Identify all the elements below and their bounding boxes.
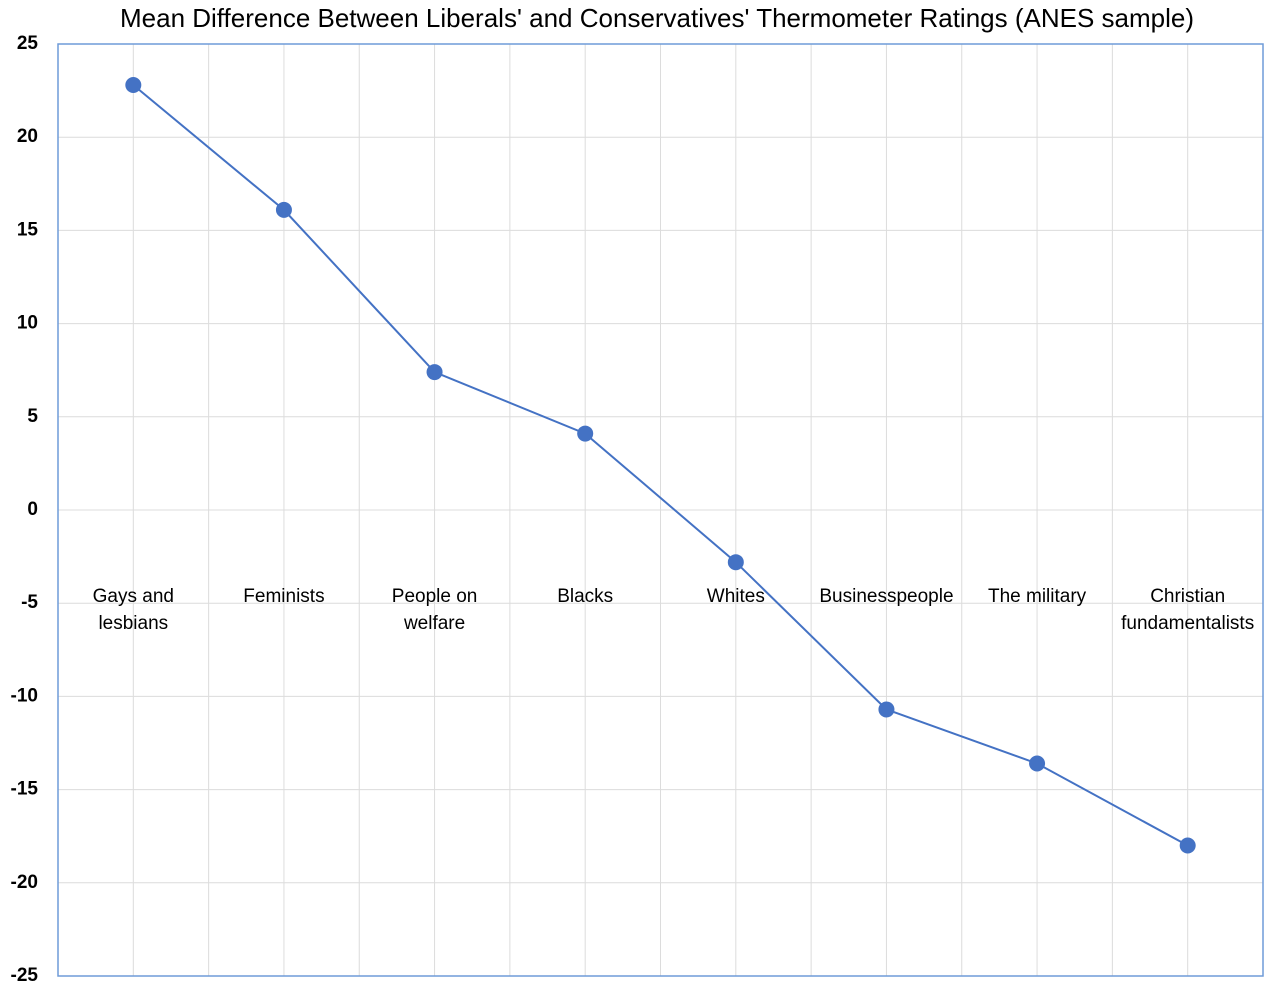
- x-tick-label: Whites: [706, 586, 765, 607]
- marker: [275, 201, 292, 218]
- y-tick-label: 0: [27, 499, 38, 520]
- line: [132, 84, 1189, 847]
- y-tick-label: 5: [27, 406, 38, 427]
- x-tick-label: The military: [987, 586, 1087, 607]
- marker: [1029, 755, 1046, 772]
- marker: [577, 425, 594, 442]
- x-tick-label: People on welfare: [391, 586, 478, 634]
- y-tick-label: -25: [11, 965, 39, 986]
- marker: [727, 554, 744, 571]
- x-tick-label: Businesspeople: [819, 586, 954, 607]
- x-tick-label: Gays and lesbians: [92, 586, 174, 634]
- y-tick-label: 20: [17, 126, 38, 147]
- marker: [878, 701, 895, 718]
- y-tick-label: -20: [11, 872, 38, 893]
- x-tick-label: Christian fundamentalists: [1121, 586, 1255, 634]
- x-tick-label: Blacks: [557, 586, 614, 607]
- chart-title: Mean Difference Between Liberals' and Co…: [120, 3, 1194, 33]
- marker: [426, 364, 443, 381]
- y-tick-label: 10: [17, 313, 38, 334]
- plot-border: [57, 43, 1264, 977]
- y-tick-label: -15: [11, 779, 39, 800]
- marker: [125, 77, 142, 94]
- y-tick-label: -5: [21, 592, 38, 613]
- y-tick-label: -10: [11, 685, 38, 706]
- y-tick-label: 25: [17, 33, 39, 54]
- marker: [1179, 837, 1196, 854]
- y-tick-label: 15: [17, 219, 39, 240]
- x-tick-label: Feminists: [243, 586, 325, 607]
